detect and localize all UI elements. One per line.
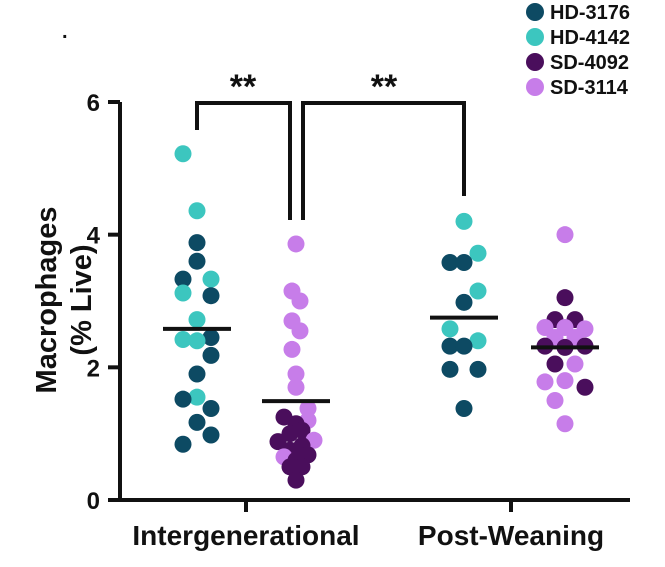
data-point: [546, 392, 564, 409]
legend-marker-sd-3114: [526, 78, 544, 96]
data-point: [269, 433, 287, 451]
data-point: [455, 399, 473, 417]
data-point: [287, 471, 305, 489]
data-point: [469, 332, 487, 350]
legend-item-hd-4142: HD-4142: [526, 27, 630, 49]
significance-bracket: [301, 101, 466, 220]
data-point: [556, 226, 574, 244]
data-point: [281, 425, 299, 443]
data-point: [455, 212, 473, 230]
data-point: [188, 311, 206, 329]
data-point: [188, 332, 206, 350]
data-point: [441, 337, 459, 355]
data-point: [469, 360, 487, 378]
data-point: [174, 330, 192, 348]
data-point: [441, 320, 459, 338]
legend: HD-3176 HD-4142 SD-4092 SD-3114: [526, 2, 630, 99]
x-ticks: [244, 500, 513, 512]
significance-label: **: [230, 68, 257, 106]
chart-corner-mark: .: [62, 21, 68, 43]
data-point: [291, 322, 309, 340]
legend-marker-hd-4142: [526, 28, 544, 46]
significance-label: **: [371, 68, 398, 106]
data-point: [546, 355, 564, 373]
data-point: [283, 340, 301, 358]
data-point: [174, 145, 192, 163]
category-label-post-weaning: Post-Weaning: [418, 520, 604, 551]
y-axis-title: Macrophages (% Live): [31, 207, 98, 394]
data-point: [188, 413, 206, 431]
y-tick-label: 2: [87, 355, 100, 382]
data-points: [174, 145, 594, 489]
data-point: [441, 254, 459, 272]
y-tick-label: 0: [87, 488, 100, 515]
data-point: [174, 435, 192, 453]
data-point: [174, 390, 192, 408]
data-point: [174, 270, 192, 288]
mean-lines: [163, 315, 599, 404]
data-point: [202, 270, 220, 288]
legend-item-sd-4092: SD-4092: [526, 52, 629, 74]
data-point: [202, 426, 220, 444]
data-point: [287, 235, 305, 253]
data-point: [455, 337, 473, 355]
data-point: [441, 360, 459, 378]
data-point: [202, 328, 220, 346]
data-point: [299, 399, 317, 417]
category-label-intergenerational: Intergenerational: [132, 520, 359, 551]
data-point: [174, 284, 192, 302]
data-point: [469, 282, 487, 300]
legend-marker-sd-4092: [526, 53, 544, 71]
data-point: [469, 244, 487, 262]
y-ticks: 0 2 4 6: [87, 90, 120, 515]
data-point: [291, 292, 309, 310]
data-point: [566, 355, 584, 373]
data-point: [287, 365, 305, 383]
data-point: [287, 378, 305, 396]
data-point: [455, 254, 473, 272]
data-point: [556, 372, 574, 390]
data-point: [188, 365, 206, 383]
data-point: [455, 293, 473, 311]
data-point: [202, 346, 220, 364]
legend-label-sd-3114: SD-3114: [550, 77, 629, 99]
data-point: [202, 399, 220, 417]
legend-label-sd-4092: SD-4092: [550, 52, 629, 74]
data-point: [576, 378, 594, 396]
data-point: [536, 373, 554, 391]
significance-brackets: ** **: [195, 68, 466, 220]
legend-label-hd-4142: HD-4142: [550, 27, 630, 49]
legend-label-hd-3176: HD-3176: [550, 2, 630, 24]
legend-item-hd-3176: HD-3176: [526, 2, 630, 24]
significance-bracket: [195, 101, 292, 220]
data-point: [556, 289, 574, 307]
legend-item-sd-3114: SD-3114: [526, 77, 629, 99]
data-point: [293, 458, 311, 476]
data-point: [188, 252, 206, 270]
legend-marker-hd-3176: [526, 3, 544, 21]
data-point: [202, 287, 220, 305]
y-axis-title-line1: Macrophages: [31, 207, 63, 394]
data-point: [188, 202, 206, 220]
data-point: [281, 458, 299, 476]
y-axis-title-line2: (% Live): [66, 244, 98, 355]
data-point: [188, 388, 206, 406]
y-tick-label: 4: [87, 223, 101, 250]
data-point: [556, 415, 574, 433]
y-tick-label: 6: [87, 90, 100, 117]
data-point: [188, 234, 206, 252]
